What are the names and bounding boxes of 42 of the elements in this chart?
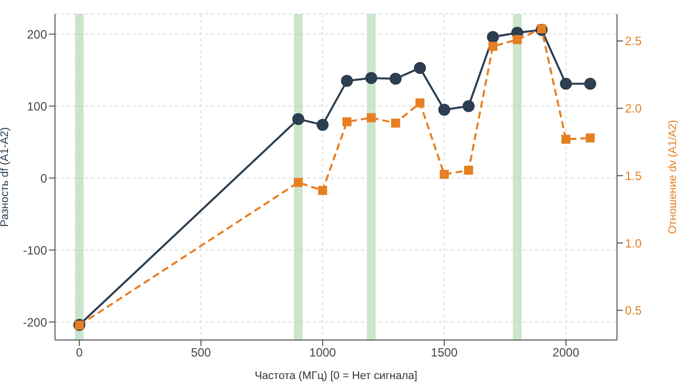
y-tick-label: 100 [26,99,48,114]
point [512,35,522,44]
x-tick-label: 1000 [309,346,336,360]
point [316,118,329,131]
point [414,62,426,74]
y-tick-label: 0 [40,171,48,186]
point [342,117,352,126]
x-tick-label: 1500 [430,346,458,360]
point [415,98,424,108]
x-tick-label: 500 [190,346,212,360]
point [584,78,596,90]
point [464,166,474,175]
point [462,100,475,112]
point [560,78,572,90]
point [294,178,303,187]
y-axis-title: Разность df (A1-A2) [0,127,11,227]
point [438,104,450,116]
point [365,72,378,84]
y-tick-label: -100 [22,243,48,258]
point [586,133,595,142]
point [340,74,353,87]
point [390,72,402,85]
point [292,113,304,126]
y2-tick-label: 1.5 [625,168,642,183]
point [486,31,499,44]
y2-tick-label: 0.5 [625,304,642,318]
point [537,24,546,34]
y2-axis-title: Отношение dv (A1/A2) [666,120,678,234]
y-tick-label: 200 [26,27,48,42]
point [318,186,328,195]
y-tick-label: -200 [22,315,48,330]
point [366,113,376,122]
point [488,42,498,51]
x-tick-label: 0 [76,346,83,360]
y2-tick-label: 1.0 [625,236,642,250]
point [440,170,449,179]
point [561,134,570,144]
y2-tick-label: 2.0 [625,102,642,116]
x-tick-label: 2000 [552,346,580,360]
x-axis-title: Частота (МГц) [0 = Нет сигнала] [254,370,418,382]
y2-tick-label: 2.5 [625,34,642,48]
point [391,118,400,128]
